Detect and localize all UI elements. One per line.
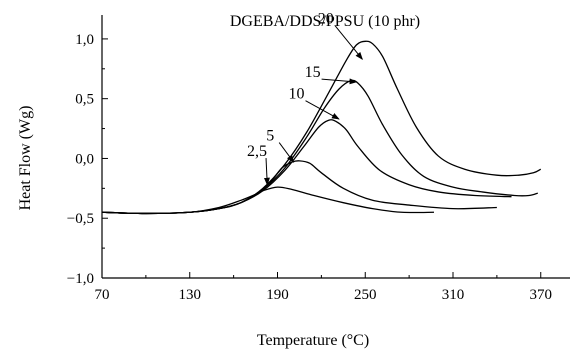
series-line-5 (101, 160, 497, 215)
y-tick-label: 1,0 (75, 32, 94, 48)
y-axis-title: Heat Flow (Wg) (17, 106, 34, 211)
x-tick-label: 130 (179, 287, 202, 303)
plot-area (101, 40, 542, 215)
series-label-15: 15 (305, 64, 321, 81)
series-label-10: 10 (289, 86, 305, 103)
x-axis-title: Temperature (°C) (257, 332, 369, 349)
series-line-15 (101, 79, 539, 215)
series-line-20 (101, 40, 542, 215)
y-tick-label: 0,5 (75, 92, 94, 108)
y-tick-label: 0,0 (75, 151, 94, 167)
series-arrow-5 (278, 142, 295, 163)
series-label-5: 5 (266, 128, 274, 145)
x-tick-label: 310 (442, 287, 465, 303)
axes: 70 130 190 250 310 370 −1,0 −0,5 0,0 0,5 1,0 (67, 15, 570, 303)
series-arrow-15 (321, 78, 358, 85)
series-line-2-5 (101, 186, 434, 215)
series-arrow-20 (334, 25, 363, 61)
series-arrow-10 (305, 100, 340, 120)
chart-title: DGEBA/DDS/PPSU (10 phr) (230, 13, 420, 30)
series-arrow-2-5 (263, 158, 270, 186)
series-label-2-5: 2,5 (247, 143, 267, 160)
x-tick-label: 250 (354, 287, 377, 303)
series-label-20: 20 (318, 10, 334, 27)
x-tick-label: 190 (266, 287, 289, 303)
x-tick-label: 70 (95, 287, 110, 303)
series-line-10 (101, 119, 512, 215)
y-tick-label: −0,5 (67, 211, 94, 227)
x-tick-label: 370 (530, 287, 553, 303)
y-tick-label: −1,0 (67, 271, 94, 287)
